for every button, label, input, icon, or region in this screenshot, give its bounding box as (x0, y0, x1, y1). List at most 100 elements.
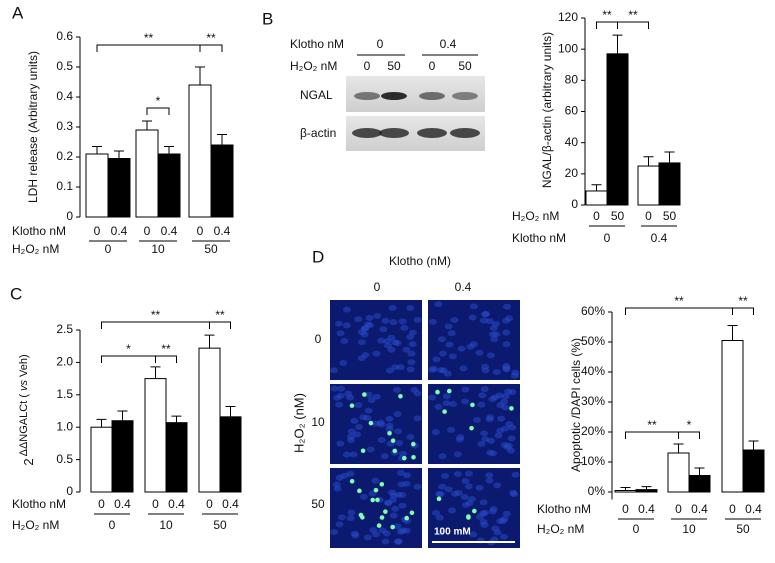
nucleus (336, 392, 345, 399)
x-tick-label: 0 (109, 518, 116, 532)
x-tick-label: 0 (729, 502, 736, 516)
y-tick-label: 0.5 (56, 452, 73, 466)
apoptotic-cell (411, 454, 416, 460)
nucleus (336, 330, 345, 337)
x-tick-label: 0.4 (651, 231, 668, 245)
bar (144, 378, 167, 493)
band-label: β-actin (300, 126, 336, 140)
x-tick-label: 0.4 (745, 502, 762, 516)
x-row-label: Klotho nM (537, 502, 591, 516)
y-axis-label-base: 2 (21, 458, 36, 465)
x-row-label: H₂O₂ nM (512, 209, 559, 223)
panel-label: D (312, 247, 324, 266)
nucleus (335, 521, 344, 528)
nucleus (468, 314, 477, 321)
y-tick-label: 10% (581, 454, 605, 468)
significance-label: ** (144, 31, 154, 45)
error-bar (727, 325, 738, 341)
x-tick-label: 0.4 (114, 497, 131, 511)
nucleus (443, 370, 452, 377)
nucleus (428, 318, 437, 325)
apoptotic-cell (446, 388, 452, 394)
error-bar (641, 486, 652, 490)
nucleus (340, 337, 349, 344)
nucleus (465, 500, 474, 507)
nucleus (469, 341, 478, 348)
nucleus (489, 450, 498, 457)
x-row-label: H₂O₂ nM (537, 522, 584, 536)
nucleus (500, 516, 509, 523)
nucleus (435, 514, 444, 521)
nucleus (508, 389, 517, 396)
nucleus (477, 401, 486, 408)
apoptotic-cell (375, 497, 380, 503)
nucleus (464, 483, 473, 490)
nucleus (364, 321, 373, 328)
bar (721, 340, 744, 493)
row-label: 10 (311, 415, 325, 429)
nucleus (444, 486, 453, 493)
y-tick-label: 20 (565, 166, 579, 180)
apoptotic-cell (472, 508, 477, 514)
nucleus (381, 317, 390, 324)
nucleus (388, 304, 397, 311)
nucleus (357, 339, 366, 346)
x-tick-label: 10 (682, 522, 696, 536)
nucleus (501, 393, 510, 400)
apoptotic-cell (469, 425, 474, 431)
y-tick-label: 60% (581, 304, 605, 318)
bar (188, 84, 212, 218)
apoptotic-cell (392, 448, 398, 454)
row-label: 50 (311, 497, 325, 511)
nucleus (406, 366, 415, 373)
scale-bar-label: 100 mM (434, 527, 471, 538)
x-tick-label: 0 (144, 224, 151, 238)
nucleus (336, 440, 345, 447)
nucleus (339, 359, 348, 366)
row-label: 0 (315, 332, 322, 346)
bar (742, 449, 765, 493)
nucleus (444, 323, 453, 330)
panel-label: C (10, 284, 22, 303)
nucleus (385, 367, 394, 374)
bar (585, 190, 608, 206)
nucleus (473, 416, 482, 423)
blot-band (417, 128, 447, 138)
nucleus (438, 350, 447, 357)
nucleus (505, 315, 514, 322)
bar (210, 144, 234, 218)
blot-h2o2-level: 0 (364, 59, 371, 73)
y-tick-label: 0.2 (56, 149, 73, 163)
apoptotic-cell (349, 478, 355, 484)
error-bar (664, 151, 675, 163)
nucleus (394, 428, 403, 435)
y-tick-label: 120 (558, 10, 578, 24)
nucleus (485, 318, 494, 325)
nucleus (400, 324, 409, 331)
blot-h2o2-level: 50 (387, 59, 401, 73)
nucleus (437, 336, 446, 343)
x-tick-label: 10 (159, 518, 173, 532)
significance-bracket (732, 307, 754, 315)
nucleus (344, 390, 353, 397)
nucleus (403, 472, 412, 479)
nucleus (413, 415, 422, 422)
apoptotic-cell (466, 514, 471, 519)
nucleus (482, 310, 491, 317)
nucleus (436, 529, 445, 536)
nucleus (342, 306, 351, 313)
nucleus (500, 441, 509, 448)
nucleus (502, 510, 511, 517)
nucleus (330, 529, 339, 536)
nucleus (495, 392, 504, 399)
x-tick-label: 0.4 (638, 502, 655, 516)
nucleus (480, 509, 489, 516)
nucleus (393, 340, 402, 347)
error-bar (620, 487, 631, 491)
significance-label: * (126, 342, 131, 356)
nucleus (492, 369, 501, 376)
y-tick-label: 0.3 (56, 119, 73, 133)
nucleus (385, 426, 394, 433)
nucleus (478, 392, 487, 399)
nucleus (449, 401, 458, 408)
